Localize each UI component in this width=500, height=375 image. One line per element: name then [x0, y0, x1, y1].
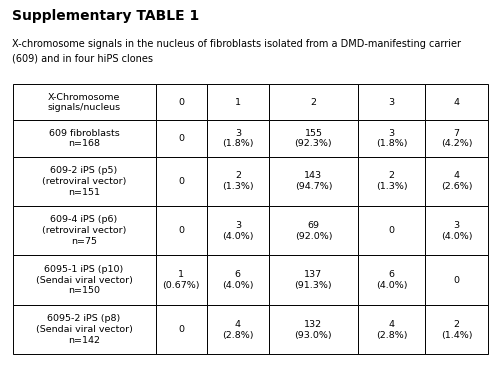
Text: 155
(92.3%): 155 (92.3%): [294, 129, 332, 148]
Text: 2: 2: [310, 98, 316, 107]
Text: 4
(2.8%): 4 (2.8%): [376, 320, 408, 339]
Text: 4
(2.8%): 4 (2.8%): [222, 320, 254, 339]
Text: 4
(2.6%): 4 (2.6%): [440, 171, 472, 191]
Text: 69
(92.0%): 69 (92.0%): [294, 221, 332, 241]
Text: 0: 0: [178, 134, 184, 143]
Text: 0: 0: [178, 325, 184, 334]
Text: 2
(1.3%): 2 (1.3%): [222, 171, 254, 191]
Text: 143
(94.7%): 143 (94.7%): [294, 171, 332, 191]
Text: 7
(4.2%): 7 (4.2%): [440, 129, 472, 148]
Text: 3
(4.0%): 3 (4.0%): [440, 221, 472, 241]
Text: 2
(1.4%): 2 (1.4%): [440, 320, 472, 339]
Text: 609-4 iPS (p6)
(retroviral vector)
n=75: 609-4 iPS (p6) (retroviral vector) n=75: [42, 216, 126, 246]
Text: 3
(1.8%): 3 (1.8%): [376, 129, 408, 148]
Text: 132
(93.0%): 132 (93.0%): [294, 320, 332, 339]
Text: 3
(4.0%): 3 (4.0%): [222, 221, 254, 241]
Text: X-Chromosome
signals/nucleus: X-Chromosome signals/nucleus: [48, 93, 120, 112]
Text: 0: 0: [178, 98, 184, 107]
Text: 0: 0: [178, 177, 184, 186]
Text: 6
(4.0%): 6 (4.0%): [222, 270, 254, 290]
Text: 609 fibroblasts
n=168: 609 fibroblasts n=168: [48, 129, 120, 148]
Text: 6
(4.0%): 6 (4.0%): [376, 270, 408, 290]
Text: 3: 3: [388, 98, 395, 107]
Text: 0: 0: [454, 276, 460, 285]
Text: 2
(1.3%): 2 (1.3%): [376, 171, 408, 191]
Text: Supplementary TABLE 1: Supplementary TABLE 1: [12, 9, 200, 23]
Text: 1: 1: [235, 98, 241, 107]
Text: 0: 0: [178, 226, 184, 235]
Text: 0: 0: [388, 226, 394, 235]
Text: X-chromosome signals in the nucleus of fibroblasts isolated from a DMD-manifesti: X-chromosome signals in the nucleus of f…: [12, 39, 462, 63]
Text: 609-2 iPS (p5)
(retroviral vector)
n=151: 609-2 iPS (p5) (retroviral vector) n=151: [42, 166, 126, 196]
Text: 6095-1 iPS (p10)
(Sendai viral vector)
n=150: 6095-1 iPS (p10) (Sendai viral vector) n…: [36, 265, 132, 296]
Text: 3
(1.8%): 3 (1.8%): [222, 129, 254, 148]
Text: 4: 4: [454, 98, 460, 107]
Text: 6095-2 iPS (p8)
(Sendai viral vector)
n=142: 6095-2 iPS (p8) (Sendai viral vector) n=…: [36, 314, 132, 345]
Text: 1
(0.67%): 1 (0.67%): [162, 270, 200, 290]
Text: 137
(91.3%): 137 (91.3%): [294, 270, 332, 290]
